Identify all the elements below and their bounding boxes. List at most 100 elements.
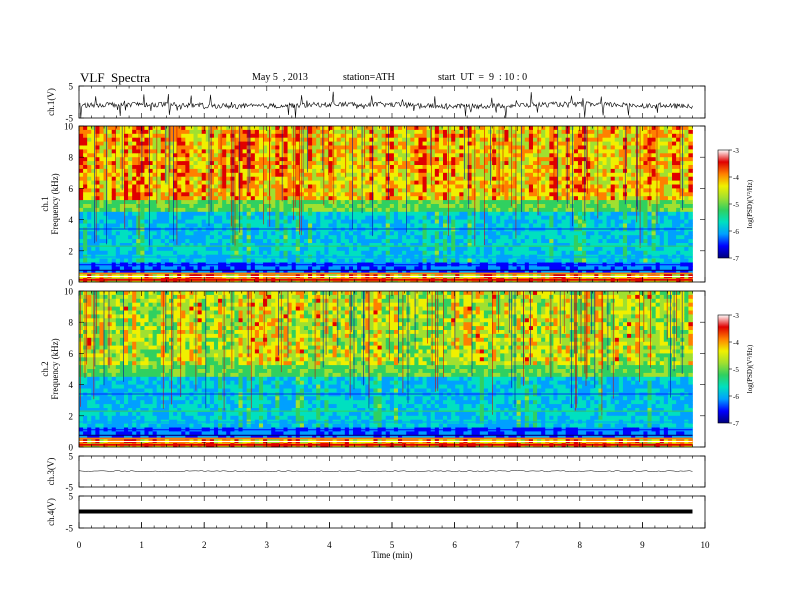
ch1-spectrogram-cell [492, 211, 497, 217]
ch1-spectrogram-cell [545, 184, 550, 189]
ch1-spectrogram-cell [353, 141, 358, 146]
ch1-spectrogram-cell [414, 204, 419, 209]
ch1-spectrogram-cell [312, 126, 317, 131]
ch1-spectrogram-cell [528, 161, 534, 166]
ch1-spectrogram-cell [95, 258, 100, 263]
ch1-spectrogram-cell [492, 266, 497, 271]
ch1-spectrogram-cell [291, 223, 297, 228]
ch1-spectrogram-cell [295, 243, 301, 248]
ch1-spectrogram-cell [312, 188, 317, 193]
ch1-spectrogram-cell [234, 129, 239, 135]
ch1-spectrogram-cell [246, 246, 252, 252]
ch1-spectrogram-cell [258, 270, 264, 275]
ch1-spectrogram-cell [308, 246, 313, 252]
ch1-spectrogram-cell [95, 239, 100, 244]
ch1-spectrogram-cell [193, 223, 199, 228]
ch1-spectrogram-cell [226, 246, 231, 252]
ch1-spectrogram-cell [422, 180, 428, 185]
ch1-spectrogram-cell [324, 219, 329, 224]
ch1-spectrogram-cell [475, 126, 481, 131]
ch1-spectrogram-cell [520, 188, 526, 193]
ch1-spectrogram-cell [353, 211, 358, 217]
ch1-spectrogram-cell [451, 243, 456, 248]
ch1-spectrogram-cell [173, 133, 178, 139]
ch1-spectrogram-cell [234, 161, 239, 166]
ch1-spectrogram-cell [357, 129, 362, 135]
ch1-spectrogram-cell [463, 246, 468, 252]
ch1-spectrogram-cell [532, 204, 538, 209]
ch1-spectrogram-cell [385, 145, 391, 150]
ch1-spectrogram-cell [426, 227, 432, 232]
ch1-spectrogram-cell [582, 270, 587, 275]
ch1-spectrogram-cell [348, 215, 354, 220]
ch1-spectrogram-cell [410, 157, 415, 162]
ch1-spectrogram-cell [295, 165, 301, 170]
ch1-spectrogram-cell [144, 153, 149, 158]
ch1-spectrogram-cell [99, 180, 104, 185]
ch1-spectrogram-cell [369, 129, 374, 135]
ch1-spectrogram-cell [447, 200, 452, 205]
ch1-spectrogram-cell [99, 153, 104, 158]
ch1-spectrogram-cell [483, 215, 489, 220]
ch1-spectrogram-cell [148, 266, 154, 271]
ch1-spectrogram-cell [205, 219, 211, 224]
ch1-spectrogram-cell [324, 227, 329, 232]
ch1-spectrogram-cell [83, 200, 88, 205]
ch1-spectrogram-cell [479, 137, 485, 142]
ch1-spectrogram-cell [279, 137, 284, 142]
ch1-spectrogram-cell [164, 176, 170, 181]
ch1-spectrogram-cell [479, 172, 485, 178]
ch1-spectrogram-cell [418, 246, 423, 252]
ch1-spectrogram-cell [258, 266, 264, 271]
ch1-spectrogram-cell [430, 266, 436, 271]
ch1-spectrogram-cell [393, 219, 399, 224]
ch1-spectrogram-cell [119, 196, 125, 201]
ch1-spectrogram-cell [226, 211, 231, 217]
ch1-spectrogram-cell [459, 196, 464, 201]
ch1-spectrogram-cell [201, 227, 207, 232]
ch1-spectrogram-cell [549, 168, 554, 174]
ch1-spectrogram-cell [528, 204, 534, 209]
ch1-spectrogram-cell [483, 188, 489, 193]
ch1-spectrogram-cell [565, 227, 571, 232]
ch1-spectrogram-cell [516, 133, 522, 139]
ch1-spectrogram-cell [402, 204, 407, 209]
ch1-spectrogram-cell [496, 188, 501, 193]
ch1-spectrogram-cell [467, 227, 473, 232]
ch1-spectrogram-cell [332, 161, 338, 166]
ch1-spectrogram-cell [295, 157, 301, 162]
ch1-spectrogram-cell [123, 153, 129, 158]
ch1-spectrogram-cell [226, 239, 231, 244]
ch1-spectrogram-cell [381, 133, 387, 139]
ch1-spectrogram-cell [287, 145, 293, 150]
ch1-spectrogram-cell [393, 231, 399, 236]
ch1-spectrogram-cell [332, 243, 338, 248]
ch1-spectrogram-cell [348, 200, 354, 205]
ch1-spectrogram-cell [156, 172, 162, 178]
ch1-spectrogram-cell [573, 235, 579, 240]
ch1-spectrogram-cell [107, 165, 113, 170]
ch1-spectrogram-cell [463, 266, 468, 271]
ch1-spectrogram-cell [340, 223, 346, 228]
ch1-spectrogram-cell [197, 266, 203, 271]
ch1-spectrogram-cell [87, 196, 92, 201]
ch1-spectrogram-cell [369, 184, 374, 189]
ch1-spectrogram-cell [156, 133, 162, 139]
ch1-spectrogram-cell [213, 243, 219, 248]
ch1-spectrogram-cell [398, 188, 403, 193]
ch1-spectrogram-cell [312, 165, 317, 170]
ch1-spectrogram-cell [189, 258, 194, 263]
ch1-spectrogram-cell [181, 133, 186, 139]
ch1-spectrogram-cell [537, 215, 542, 220]
ch1-spectrogram-cell [344, 200, 350, 205]
ch1-spectrogram-cell [140, 176, 145, 181]
ch1-spectrogram-cell [189, 137, 194, 142]
ch1-spectrogram-cell [316, 192, 321, 197]
ch1-spectrogram-cell [177, 250, 182, 256]
ch1-spectrogram-cell [119, 200, 125, 205]
ch1-spectrogram-cell [381, 180, 387, 185]
ch1-spectrogram-cell [238, 243, 243, 248]
ch1-spectrogram-cell [426, 161, 432, 166]
ch1-spectrogram-cell [279, 133, 284, 139]
ch1-spectrogram-cell [173, 165, 178, 170]
